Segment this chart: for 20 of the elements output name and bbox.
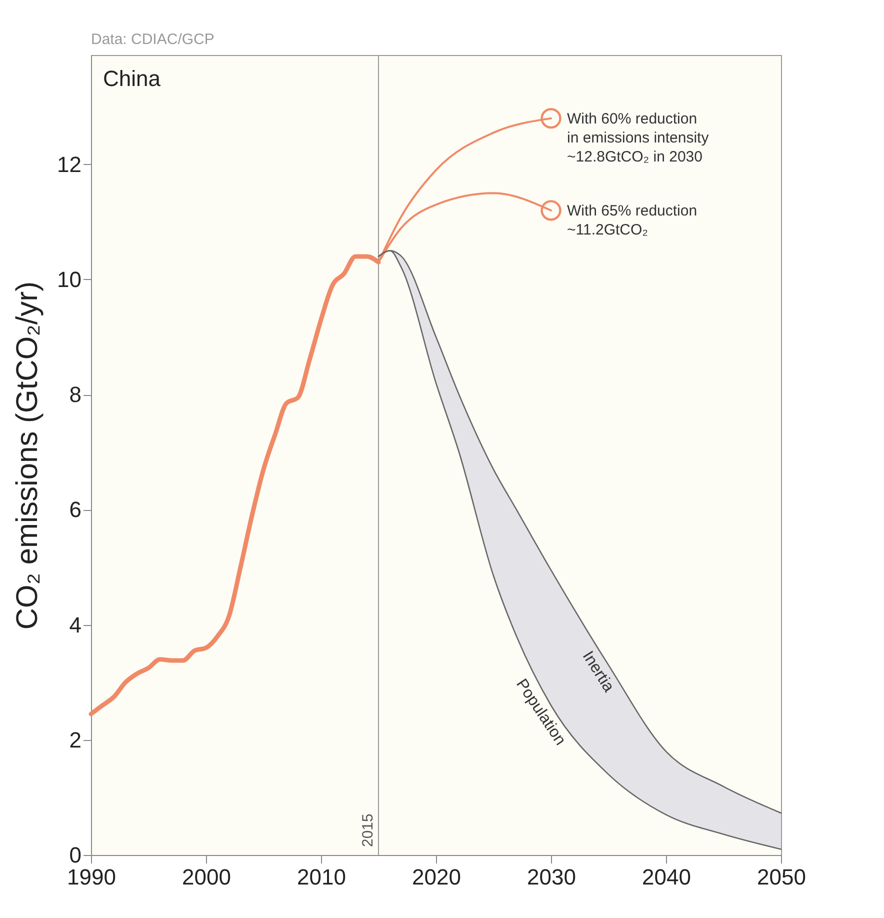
y-tick-label: 12 bbox=[57, 152, 82, 177]
x-tick-label: 2000 bbox=[182, 864, 231, 890]
x-tick-label: 1990 bbox=[67, 864, 116, 890]
x-tick-label: 2050 bbox=[757, 864, 806, 890]
ref-line-label: 2015 bbox=[360, 814, 376, 847]
y-tick-label: 10 bbox=[57, 266, 82, 292]
x-tick-label: 2020 bbox=[412, 864, 461, 890]
y-tick-label: 6 bbox=[69, 497, 82, 522]
y-tick-label: 2 bbox=[69, 727, 82, 752]
y-tick-label: 4 bbox=[69, 612, 82, 638]
y-axis-title: CO₂ emissions (GtCO₂/yr) bbox=[11, 281, 44, 630]
x-tick-label: 2030 bbox=[527, 864, 576, 890]
x-tick-label: 2010 bbox=[297, 864, 346, 890]
annotation: With 65% reduction ~11.2GtCO₂ bbox=[567, 202, 698, 238]
y-tick-label: 0 bbox=[69, 842, 82, 868]
x-tick-label: 2040 bbox=[642, 864, 691, 890]
text: Data: CDIAC/GCP bbox=[91, 31, 214, 48]
y-tick-label: 8 bbox=[69, 382, 82, 408]
annotation: With 60% reduction in emissions intensity ~12.8GtCO₂ in 2030 bbox=[567, 110, 710, 166]
text: China bbox=[103, 66, 162, 91]
